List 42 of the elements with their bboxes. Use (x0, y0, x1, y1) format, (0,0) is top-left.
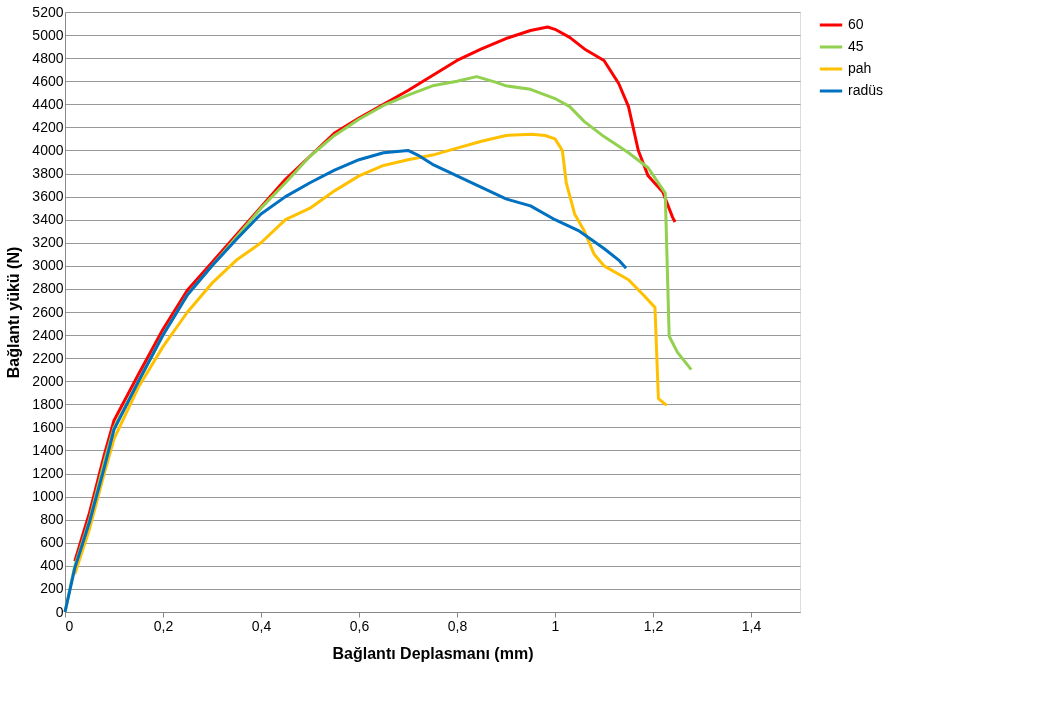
legend-label: 45 (848, 38, 864, 54)
y-tick-label: 800 (40, 511, 64, 528)
y-tick-label: 0 (55, 603, 64, 620)
x-tick-label: 0,8 (447, 617, 468, 634)
y-tick-label: 4000 (32, 141, 64, 158)
y-tick-label: 1600 (32, 418, 64, 435)
y-tick-label: 3800 (32, 165, 64, 182)
line-series (73, 132, 669, 576)
x-tick-label: 0,4 (251, 617, 272, 634)
y-tick-label: 2000 (32, 372, 64, 389)
y-axis-title: Bağlantı yükü (N) (5, 246, 23, 379)
y-tick-label: 4400 (32, 95, 64, 112)
y-tick-label: 3400 (32, 211, 64, 228)
y-tick-label: 3600 (32, 188, 64, 205)
y-tick-label: 1000 (32, 488, 64, 505)
line-series (63, 148, 628, 614)
x-tick-label: 1,4 (741, 617, 762, 634)
legend-label: radüs (848, 82, 884, 98)
y-tick-label: 200 (40, 580, 64, 597)
x-tick-label: 0,6 (349, 617, 370, 634)
y-tick-label: 1800 (32, 395, 64, 412)
y-tick-label: 2200 (32, 349, 64, 366)
y-tick-label: 2400 (32, 326, 64, 343)
y-tick-label: 600 (40, 534, 64, 551)
x-tick-label: 0,2 (153, 617, 174, 634)
y-tick-label: 400 (40, 557, 64, 574)
y-tick-label: 2600 (32, 303, 64, 320)
legend-label: 60 (848, 16, 864, 32)
x-tick-label: 1 (551, 617, 560, 634)
y-tick-label: 4600 (32, 72, 64, 89)
y-tick-label: 1400 (32, 441, 64, 458)
y-tick-label: 4200 (32, 118, 64, 135)
y-tick-label: 5200 (32, 3, 64, 20)
legend-label: pah (848, 60, 872, 76)
y-tick-label: 4800 (32, 49, 64, 66)
x-tick-label: 1,2 (643, 617, 664, 634)
y-tick-label: 5000 (32, 26, 64, 43)
y-tick-label: 3200 (32, 234, 64, 251)
y-tick-label: 3000 (32, 257, 64, 274)
x-axis-title: Bağlantı Deplasmanı (mm) (332, 644, 534, 662)
y-tick-label: 2800 (32, 280, 64, 297)
y-tick-label: 1200 (32, 465, 64, 482)
